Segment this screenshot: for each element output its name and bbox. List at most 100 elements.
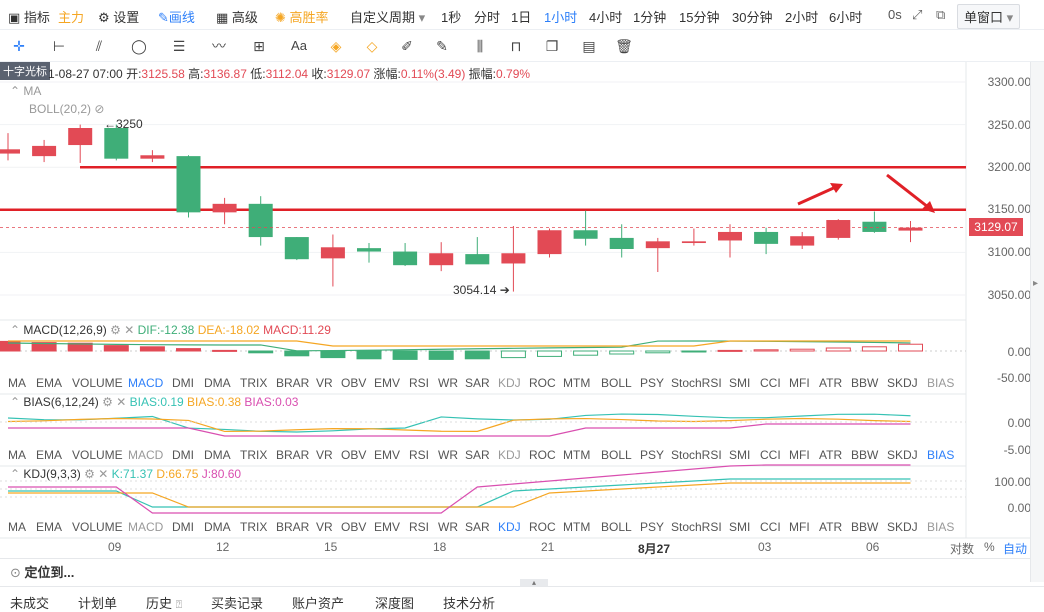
indicator-tab-boll[interactable]: BOLL [601,376,632,390]
indicator-tab-psy[interactable]: PSY [640,448,665,462]
indicator-tab-macd[interactable]: MACD [128,376,164,390]
indicator-tab-boll[interactable]: BOLL [601,448,632,462]
period-timeshare[interactable]: 分时 [474,10,501,25]
indicator-tab-wr[interactable]: WR [438,520,458,534]
custom-period-select[interactable]: 自定义周期 ▾ [350,7,425,26]
period-1s[interactable]: 1秒 [441,10,462,25]
tab-depth[interactable]: 深度图 [375,596,415,611]
period-1h[interactable]: 1小时 [544,10,578,25]
period-1d[interactable]: 1日 [511,10,532,25]
draw-button[interactable]: ✎画线 [158,7,195,26]
indicator-tab-ema[interactable]: EMA [36,520,63,534]
period-15m[interactable]: 15分钟 [679,10,720,25]
indicator-tab-emv[interactable]: EMV [374,520,401,534]
gear-icon[interactable]: ⚙ [102,395,113,409]
indicator-tab-volume[interactable]: VOLUME [72,520,123,534]
indicator-tab-skdj[interactable]: SKDJ [887,448,918,462]
indicator-tab-psy[interactable]: PSY [640,376,665,390]
indicator-tab-sar[interactable]: SAR [465,448,490,462]
close-icon[interactable]: ✕ [116,395,127,409]
indicator-tab-bias[interactable]: BIAS [927,376,955,390]
indicator-tab-mfi[interactable]: MFI [789,520,810,534]
copy-icon[interactable]: ❐ [545,38,559,54]
tab-assets[interactable]: 账户资产 [292,596,345,611]
indicator-tab-ma[interactable]: MA [8,520,26,534]
period-2h[interactable]: 2小时 [785,10,819,25]
indicator-tab-rsi[interactable]: RSI [409,520,430,534]
indicator-tab-skdj[interactable]: SKDJ [887,376,918,390]
indicator-tab-kdj[interactable]: KDJ [498,376,521,390]
indicator-tab-ma[interactable]: MA [8,448,26,462]
horizontal-line-icon[interactable]: ⊢ [52,38,66,54]
indicator-tab-skdj[interactable]: SKDJ [887,520,918,534]
indicator-tab-brar[interactable]: BRAR [276,520,310,534]
indicator-tab-cci[interactable]: CCI [760,448,781,462]
main-force-tag[interactable]: 主力 [58,10,85,25]
indicator-tab-mfi[interactable]: MFI [789,376,810,390]
period-30m[interactable]: 30分钟 [732,10,773,25]
text-icon[interactable]: Aa [291,38,307,53]
ellipse-icon[interactable]: ◯ [131,38,147,54]
parallel-lines-icon[interactable]: ⫽ [95,38,103,54]
indicator-tab-bbw[interactable]: BBW [851,448,879,462]
advanced-button[interactable]: ▦ 高级 [216,7,258,26]
wave-icon[interactable]: 〰 [212,38,226,54]
indicator-tab-bias[interactable]: BIAS [927,520,955,534]
indicator-tab-atr[interactable]: ATR [819,448,843,462]
ruler-icon[interactable]: ✐ [401,38,413,54]
indicator-tab-bias[interactable]: BIAS [927,448,955,462]
indicator-tab-bbw[interactable]: BBW [851,520,879,534]
fullscreen-icon[interactable]: ⤢ [912,7,923,22]
gear-icon[interactable]: ⚙ [110,323,121,337]
indicator-tab-sar[interactable]: SAR [465,520,490,534]
auto-scale-toggle[interactable]: 自动 [1003,542,1028,556]
indicator-tab-kdj[interactable]: KDJ [498,520,521,534]
indicator-tab-macd[interactable]: MACD [128,520,164,534]
indicator-tab-sar[interactable]: SAR [465,376,490,390]
edit-icon[interactable]: ▤ [582,38,596,54]
candle-style-icon[interactable]: ⫼ [476,38,484,54]
crosshair-icon[interactable]: ✛ [13,38,25,54]
indicator-tab-rsi[interactable]: RSI [409,376,430,390]
indicator-tab-mfi[interactable]: MFI [789,448,810,462]
tab-open-orders[interactable]: 未成交 [10,596,50,611]
boll-indicator[interactable]: BOLL(20,2) ⊘ [29,102,104,116]
indicator-tab-smi[interactable]: SMI [729,448,751,462]
indicator-tab-cci[interactable]: CCI [760,376,781,390]
close-icon[interactable]: ✕ [98,467,109,481]
indicator-tab-psy[interactable]: PSY [640,520,665,534]
lock-icon[interactable]: ⊓ [510,38,522,54]
indicator-tab-rsi[interactable]: RSI [409,448,430,462]
indicator-tab-ma[interactable]: MA [8,376,26,390]
magnet-strong-icon[interactable]: ◇ [366,38,378,54]
indicator-tab-mtm[interactable]: MTM [563,448,591,462]
indicator-tab-dma[interactable]: DMA [204,376,231,390]
magnet-icon[interactable]: ◈ [330,38,342,54]
indicator-tab-atr[interactable]: ATR [819,376,843,390]
indicator-tab-kdj[interactable]: KDJ [498,448,521,462]
indicator-tab-volume[interactable]: VOLUME [72,448,123,462]
indicator-tab-dmi[interactable]: DMI [172,376,194,390]
period-4h[interactable]: 4小时 [589,10,623,25]
indicator-tab-vr[interactable]: VR [316,520,333,534]
indicator-tab-dmi[interactable]: DMI [172,520,194,534]
indicator-tab-obv[interactable]: OBV [341,520,367,534]
fib-lines-icon[interactable]: ☰ [172,38,186,54]
panel-collapse-handle[interactable]: ▴ [520,579,548,587]
locate-button[interactable]: ⊙ 定位到... [10,562,74,581]
indicator-tab-stochrsi[interactable]: StochRSI [671,520,722,534]
indicator-tab-dmi[interactable]: DMI [172,448,194,462]
indicator-tab-roc[interactable]: ROC [529,376,556,390]
indicator-tab-mtm[interactable]: MTM [563,520,591,534]
indicator-tab-smi[interactable]: SMI [729,520,751,534]
window-mode-select[interactable]: 单窗口 ▾ [957,4,1021,29]
tab-plan-orders[interactable]: 计划单 [78,596,118,611]
chevron-right-icon[interactable]: ▸ [1033,278,1039,289]
indicator-tab-macd[interactable]: MACD [128,448,164,462]
measure-icon[interactable]: ⊞ [253,38,265,54]
win-rate-button[interactable]: ✺ 高胜率 [275,7,329,26]
indicator-tab-wr[interactable]: WR [438,448,458,462]
indicator-tab-ema[interactable]: EMA [36,376,63,390]
indicator-tab-vr[interactable]: VR [316,448,333,462]
indicator-tab-brar[interactable]: BRAR [276,448,310,462]
